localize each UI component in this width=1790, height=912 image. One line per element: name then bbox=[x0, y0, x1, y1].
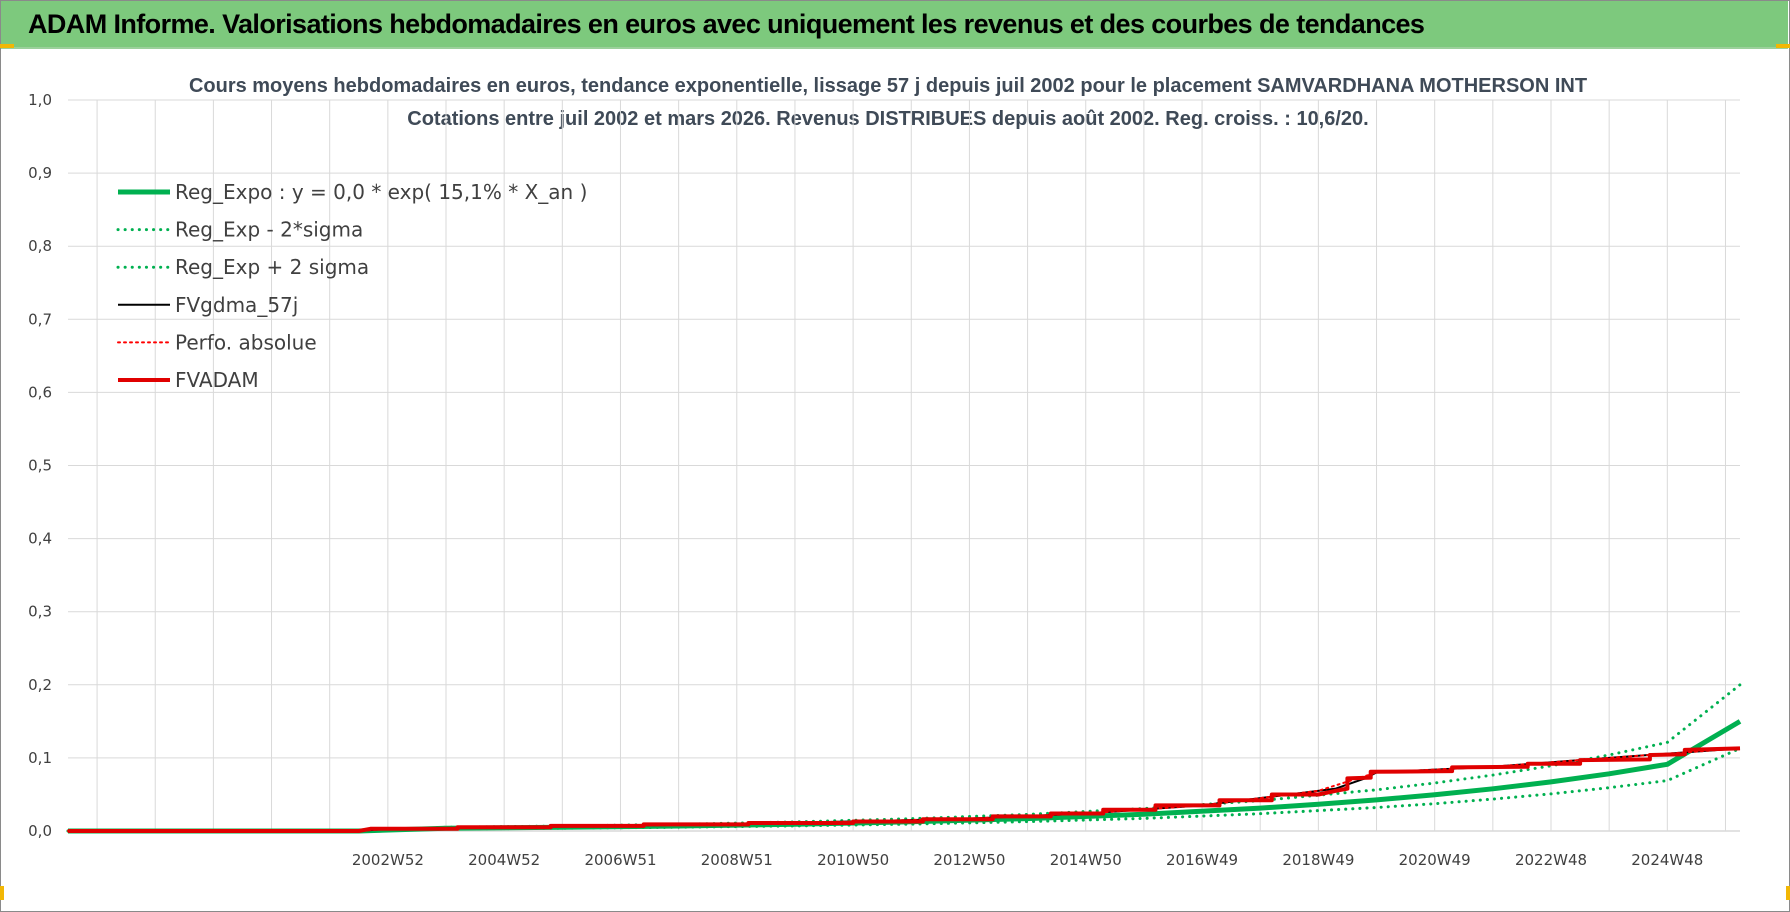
x-tick-label: 2014W50 bbox=[1050, 851, 1122, 869]
corner-marker-top-left bbox=[0, 44, 14, 48]
y-tick-label: 0,7 bbox=[28, 310, 52, 328]
chart-title-line-1: Cours moyens hebdomadaires en euros, ten… bbox=[189, 75, 1587, 97]
report-title: ADAM Informe. Valorisations hebdomadaire… bbox=[28, 9, 1425, 39]
legend-label-1: Reg_Exp - 2*sigma bbox=[175, 218, 363, 242]
series-lines bbox=[66, 683, 1742, 834]
x-tick-label: 2024W48 bbox=[1631, 851, 1703, 869]
axes: 0,0 0,1 0,2 0,3 0,4 0,5 0,6 0,7 0,8 0,9 1,0 2002W52… bbox=[28, 91, 1740, 869]
x-tick-label: 2004W52 bbox=[468, 851, 540, 869]
y-tick-label: 0,0 bbox=[28, 822, 52, 840]
chart-title-line-2: Cotations entre juil 2002 et mars 2026. … bbox=[407, 108, 1368, 130]
corner-marker-top-right bbox=[1776, 44, 1790, 48]
x-tick-label: 2006W51 bbox=[584, 851, 656, 869]
legend-label-0: Reg_Expo : y = 0,0 * exp( 15,1% * X_an ) bbox=[175, 180, 587, 204]
legend-label-3: FVgdma_57j bbox=[175, 293, 298, 317]
x-tick-label: 2018W49 bbox=[1282, 851, 1354, 869]
x-tick-label: 2008W51 bbox=[701, 851, 773, 869]
y-tick-label: 0,4 bbox=[28, 530, 52, 548]
series-line-0 bbox=[68, 719, 1742, 834]
y-tick-label: 0,8 bbox=[28, 237, 52, 255]
series-line-5 bbox=[68, 746, 1741, 833]
grid bbox=[68, 99, 1740, 831]
y-tick-label: 0,3 bbox=[28, 603, 52, 621]
legend-label-2: Reg_Exp + 2 sigma bbox=[175, 255, 369, 279]
legend-label-5: FVADAM bbox=[175, 368, 259, 392]
legend: Reg_Expo : y = 0,0 * exp( 15,1% * X_an )… bbox=[116, 180, 587, 392]
x-tick-label: 2012W50 bbox=[933, 851, 1005, 869]
y-tick-label: 0,5 bbox=[28, 457, 52, 475]
x-tick-label: 2020W49 bbox=[1399, 851, 1471, 869]
y-tick-label: 0,1 bbox=[28, 749, 52, 767]
corner-marker-bottom-left bbox=[0, 886, 4, 900]
y-tick-label: 0,6 bbox=[28, 383, 52, 401]
x-tick-label: 2002W52 bbox=[352, 851, 424, 869]
x-tick-label: 2022W48 bbox=[1515, 851, 1587, 869]
legend-label-4: Perfo. absolue bbox=[175, 330, 317, 354]
x-tick-label: 2010W50 bbox=[817, 851, 889, 869]
y-tick-label: 0,2 bbox=[28, 676, 52, 694]
corner-marker-bottom-right bbox=[1786, 886, 1790, 900]
x-tick-label: 2016W49 bbox=[1166, 851, 1238, 869]
report-banner: ADAM Informe. Valorisations hebdomadaire… bbox=[1, 1, 1788, 49]
y-tick-label: 0,9 bbox=[28, 164, 52, 182]
y-tick-label: 1,0 bbox=[28, 91, 52, 109]
